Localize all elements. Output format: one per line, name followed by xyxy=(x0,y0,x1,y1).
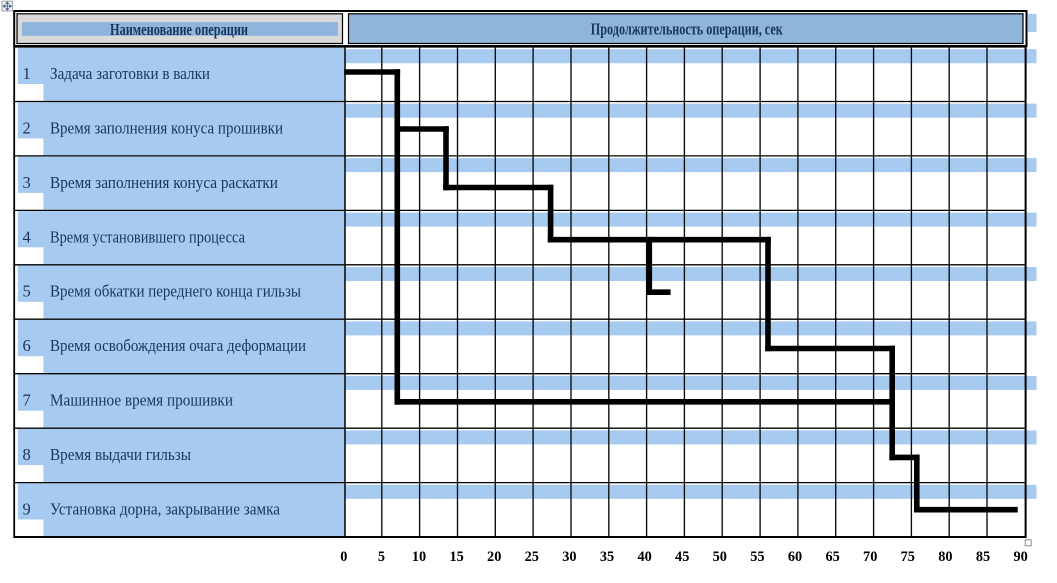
svg-text:Продолжительность операции, се: Продолжительность операции, сек xyxy=(591,20,783,39)
svg-text:10: 10 xyxy=(412,549,426,565)
svg-text:15: 15 xyxy=(449,549,463,565)
svg-text:35: 35 xyxy=(600,549,614,565)
svg-text:Установка дорна, закрывание за: Установка дорна, закрывание замка xyxy=(50,500,281,519)
svg-text:80: 80 xyxy=(938,549,952,565)
svg-text:Задача заготовки в валки: Задача заготовки в валки xyxy=(50,64,210,83)
svg-text:8: 8 xyxy=(23,445,31,464)
svg-text:20: 20 xyxy=(487,549,501,565)
svg-text:5: 5 xyxy=(23,282,31,301)
svg-text:Время заполнения конуса раскат: Время заполнения конуса раскатки xyxy=(50,173,278,192)
svg-text:50: 50 xyxy=(713,549,727,565)
svg-text:Наименование операции: Наименование операции xyxy=(110,20,248,39)
svg-text:55: 55 xyxy=(750,549,764,565)
svg-text:65: 65 xyxy=(825,549,839,565)
svg-text:Время установившего процесса: Время установившего процесса xyxy=(50,227,246,246)
svg-text:4: 4 xyxy=(23,227,31,246)
svg-text:1: 1 xyxy=(23,64,31,83)
svg-text:85: 85 xyxy=(976,549,990,565)
svg-text:Время освобождения очага дефор: Время освобождения очага деформации xyxy=(50,336,306,355)
svg-text:Машинное время прошивки: Машинное время прошивки xyxy=(50,391,233,410)
svg-text:Время заполнения конуса прошив: Время заполнения конуса прошивки xyxy=(50,118,283,137)
svg-text:6: 6 xyxy=(23,336,31,355)
svg-text:60: 60 xyxy=(788,549,802,565)
svg-text:25: 25 xyxy=(525,549,539,565)
svg-text:2: 2 xyxy=(23,118,31,137)
svg-text:70: 70 xyxy=(863,549,877,565)
svg-text:7: 7 xyxy=(23,391,31,410)
svg-text:3: 3 xyxy=(23,173,31,192)
svg-text:Время выдачи гильзы: Время выдачи гильзы xyxy=(50,445,191,464)
svg-text:Время обкатки переднего конца: Время обкатки переднего конца гильзы xyxy=(50,282,301,301)
svg-text:75: 75 xyxy=(901,549,915,565)
svg-text:0: 0 xyxy=(340,549,347,565)
svg-text:45: 45 xyxy=(675,549,689,565)
svg-text:9: 9 xyxy=(23,500,31,519)
svg-text:30: 30 xyxy=(562,549,576,565)
svg-text:5: 5 xyxy=(378,549,385,565)
svg-text:90: 90 xyxy=(1013,549,1027,565)
svg-text:40: 40 xyxy=(637,549,651,565)
